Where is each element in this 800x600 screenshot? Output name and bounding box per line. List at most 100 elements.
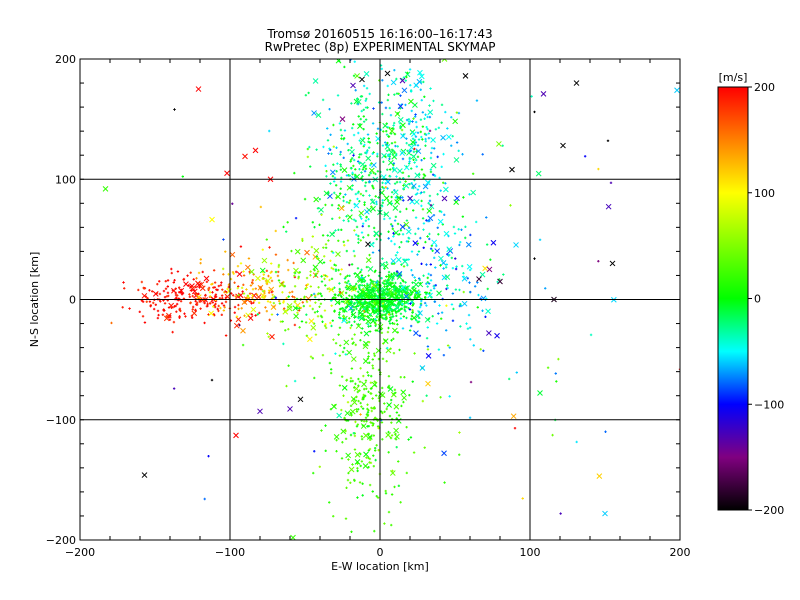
data-point [310,245,314,249]
data-point [344,437,348,441]
data-point [285,296,288,300]
data-point [305,300,309,304]
data-point [386,200,393,206]
data-point [332,231,335,234]
data-point [305,334,309,337]
data-point [330,250,334,253]
data-point [350,82,356,89]
data-point [158,280,161,283]
data-point [436,226,439,229]
data-point [399,501,402,504]
data-point [414,216,418,219]
data-point [311,221,315,224]
data-point [442,267,445,270]
data-point [371,364,374,367]
data-point [425,353,432,359]
data-point [217,304,220,308]
data-point [348,285,355,292]
data-point [426,345,430,348]
data-point [385,143,389,146]
y-axis-label: N-S location [km] [28,252,41,348]
data-point [365,257,372,263]
data-point [349,326,352,330]
data-point [210,378,214,382]
data-point [385,149,389,153]
data-point [388,217,392,220]
data-point [381,281,385,285]
data-point [381,199,384,202]
data-point [352,158,356,162]
data-point [333,293,337,296]
data-point [363,284,366,287]
data-point [366,357,370,360]
data-point [390,523,393,527]
data-point [393,322,396,326]
data-point [407,302,410,305]
data-point [268,246,271,249]
data-point [428,104,431,107]
data-point [411,183,417,189]
data-point [365,282,369,286]
data-point [307,336,313,343]
data-point [427,215,434,222]
data-point [156,282,159,286]
data-point [235,315,239,318]
data-point [408,329,412,332]
data-point [338,205,345,212]
data-point [233,305,237,309]
data-point [286,258,289,262]
data-point [429,156,433,160]
data-point [191,294,194,298]
data-point [370,295,374,299]
data-point [284,329,287,332]
data-point [364,167,368,171]
data-point [402,187,405,190]
data-point [419,192,422,195]
data-point [364,151,367,155]
data-point [375,200,378,204]
data-point [362,463,369,469]
data-point [377,448,380,452]
data-point [375,494,378,498]
data-point [390,339,393,342]
data-point [343,244,346,247]
data-point [311,357,315,360]
data-point [338,316,341,319]
data-point [356,469,359,473]
colorbar-tick-label: 100 [754,187,775,200]
data-point [236,264,240,268]
data-point [361,327,364,330]
data-point [352,249,356,253]
data-point [221,288,224,291]
data-point [409,198,415,205]
data-point [373,406,376,409]
data-point [354,173,357,177]
data-point [458,243,461,247]
data-point [191,308,194,311]
data-point [359,314,363,317]
data-point [351,399,358,406]
data-point [398,348,401,352]
data-point [224,170,230,177]
data-point [357,241,360,244]
data-point [365,150,369,154]
data-point [371,184,374,187]
data-point [398,210,402,213]
data-point [329,368,333,371]
data-point [373,529,376,533]
data-point [372,107,375,110]
data-point [367,374,370,377]
data-point [204,294,207,297]
data-point [372,464,376,468]
data-point [350,300,354,304]
data-point [369,313,372,316]
data-point [257,301,261,305]
data-point [402,184,405,187]
data-point [340,375,344,378]
data-point [369,324,372,328]
data-point [350,530,353,533]
data-point [365,413,369,416]
data-point [194,553,196,555]
data-point [325,275,329,278]
data-point [459,325,462,328]
